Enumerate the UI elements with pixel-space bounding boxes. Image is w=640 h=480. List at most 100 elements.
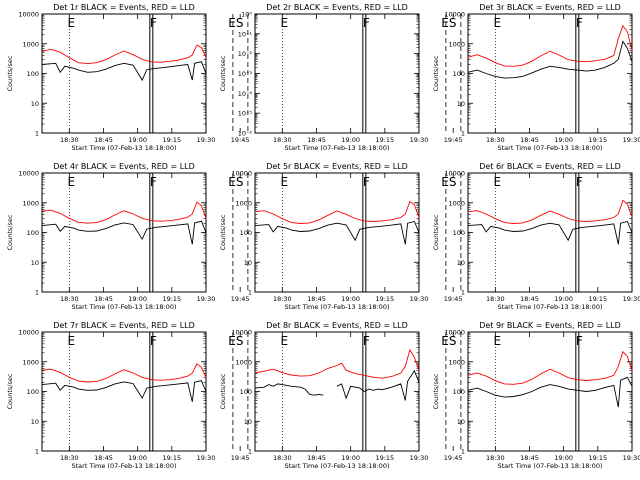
y-tick-label: 10 xyxy=(31,418,39,426)
marker-label: E xyxy=(494,334,502,348)
y-tick-label: 10 xyxy=(244,418,252,426)
marker-label: ES xyxy=(228,334,243,348)
x-tick-label: 19:30 xyxy=(410,295,429,303)
marker-label: F xyxy=(150,334,157,348)
y-tick-label: 1000 xyxy=(22,40,39,48)
x-axis-label: Start Time (07-Feb-13 18:18:00) xyxy=(72,303,177,311)
chart-title: Det 3r BLACK = Events, RED = LLD xyxy=(479,3,621,12)
y-tick-label: 10000 xyxy=(18,329,39,337)
y-tick-label: 1 xyxy=(461,448,465,456)
x-tick-label: 19:15 xyxy=(375,295,394,303)
panel-8: Det 8r BLACK = Events, RED = LLD 1 10 100 10… xyxy=(219,321,463,470)
y-tick-label: 1000 xyxy=(448,40,465,48)
y-tick-label: 100 xyxy=(240,229,252,237)
series-line-lld xyxy=(254,348,420,379)
x-tick-label: 19:15 xyxy=(375,136,394,144)
x-tick-label: 18:30 xyxy=(486,295,505,303)
plot-frame xyxy=(41,13,207,134)
panel-9: Det 9r BLACK = Events, RED = LLD 1 10 100 10… xyxy=(432,321,640,470)
marker-label: E xyxy=(281,175,289,189)
y-tick-label: 1 xyxy=(248,448,252,456)
x-tick-label: 19:30 xyxy=(197,295,216,303)
marker-label: F xyxy=(576,175,583,189)
x-tick-label: 19:00 xyxy=(341,136,360,144)
marker-label: E xyxy=(68,16,76,30)
y-tick-label: 10 xyxy=(457,418,465,426)
plot-frame xyxy=(467,331,633,452)
y-tick-label: 1000 xyxy=(22,199,39,207)
x-tick-label: 19:30 xyxy=(623,295,640,303)
panel-1: Det 1r BLACK = Events, RED = LLD 1 10 100 10… xyxy=(6,3,250,152)
y-tick-label: 10 xyxy=(244,259,252,267)
series-line-lld xyxy=(467,350,633,385)
y-tick-label: 10⁻² xyxy=(238,50,253,58)
y-tick-label: 1000 xyxy=(448,358,465,366)
x-tick-label: 19:30 xyxy=(197,136,216,144)
y-tick-label: 100 xyxy=(240,388,252,396)
x-tick-label: 19:15 xyxy=(588,136,607,144)
x-axis-label: Start Time (07-Feb-13 18:18:00) xyxy=(285,144,390,152)
x-tick-label: 18:45 xyxy=(94,136,113,144)
x-tick-label: 19:00 xyxy=(554,454,573,462)
x-tick-label: 19:30 xyxy=(623,454,640,462)
series-line-lld xyxy=(41,363,207,383)
y-axis-label: Counts/sec xyxy=(6,55,14,91)
chart-title: Det 6r BLACK = Events, RED = LLD xyxy=(479,162,621,171)
y-tick-label: 10⁻¹ xyxy=(238,30,253,38)
x-tick-label: 19:15 xyxy=(588,454,607,462)
y-tick-label: 1000 xyxy=(235,358,252,366)
panel-7: Det 7r BLACK = Events, RED = LLD 1 10 100 10… xyxy=(6,321,250,470)
x-tick-label: 18:30 xyxy=(60,136,79,144)
series-line-events xyxy=(467,376,633,408)
x-axis-label: Start Time (07-Feb-13 18:18:00) xyxy=(285,462,390,470)
chart-title: Det 2r BLACK = Events, RED = LLD xyxy=(266,3,408,12)
panel-5: Det 5r BLACK = Events, RED = LLD 1 10 100 10… xyxy=(219,162,463,311)
y-tick-label: 1 xyxy=(461,289,465,297)
y-axis-label: Counts/sec xyxy=(219,55,227,91)
y-tick-label: 10⁻⁶ xyxy=(238,130,253,138)
y-tick-label: 10⁻⁴ xyxy=(238,90,253,98)
series-line-lld xyxy=(254,200,420,224)
marker-label: E xyxy=(494,175,502,189)
plot-frame xyxy=(41,331,207,452)
x-tick-label: 18:45 xyxy=(520,136,539,144)
marker-label: E xyxy=(281,334,289,348)
x-tick-label: 18:30 xyxy=(273,295,292,303)
marker-label: F xyxy=(150,175,157,189)
y-tick-label: 1 xyxy=(35,130,39,138)
x-tick-label: 19:45 xyxy=(231,295,250,303)
x-tick-label: 19:45 xyxy=(231,454,250,462)
series-line-events xyxy=(41,220,207,245)
y-tick-label: 100 xyxy=(27,388,39,396)
x-tick-label: 19:00 xyxy=(341,454,360,462)
x-tick-label: 19:30 xyxy=(197,454,216,462)
x-tick-label: 19:30 xyxy=(623,136,640,144)
x-axis-label: Start Time (07-Feb-13 18:18:00) xyxy=(285,303,390,311)
marker-label: F xyxy=(576,334,583,348)
x-tick-label: 18:45 xyxy=(307,295,326,303)
x-tick-label: 19:30 xyxy=(410,136,429,144)
y-axis-label: Counts/sec xyxy=(432,214,440,250)
chart-title: Det 4r BLACK = Events, RED = LLD xyxy=(53,162,195,171)
plot-frame xyxy=(254,331,420,452)
y-tick-label: 10000 xyxy=(231,329,252,337)
y-tick-label: 10000 xyxy=(444,329,465,337)
x-tick-label: 19:00 xyxy=(128,136,147,144)
x-tick-label: 19:45 xyxy=(444,295,463,303)
y-axis-label: Counts/sec xyxy=(219,214,227,250)
x-tick-label: 18:45 xyxy=(520,295,539,303)
series-line-lld xyxy=(41,201,207,224)
y-tick-label: 1000 xyxy=(235,199,252,207)
x-tick-label: 18:30 xyxy=(273,136,292,144)
y-tick-label: 10 xyxy=(457,259,465,267)
y-tick-label: 1 xyxy=(248,289,252,297)
x-tick-label: 18:30 xyxy=(60,295,79,303)
marker-label: F xyxy=(363,334,370,348)
y-axis-label: Counts/sec xyxy=(432,55,440,91)
marker-label: ES xyxy=(441,334,456,348)
marker-label: F xyxy=(363,16,370,30)
x-tick-label: 19:15 xyxy=(588,295,607,303)
panel-3: Det 3r BLACK = Events, RED = LLD 1 10 100 10… xyxy=(432,3,640,152)
x-axis-label: Start Time (07-Feb-13 18:18:00) xyxy=(498,144,603,152)
